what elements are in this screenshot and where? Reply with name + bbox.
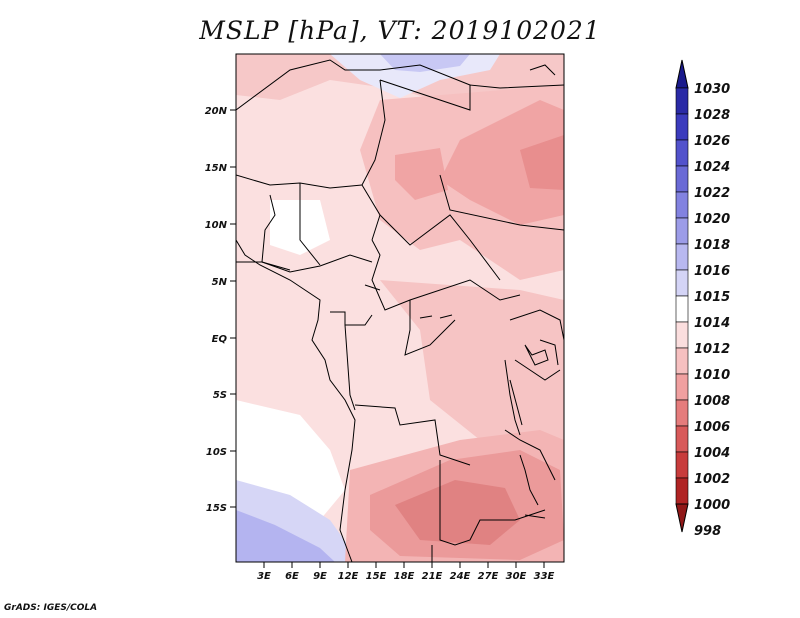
lon-label: 3E — [257, 571, 271, 582]
colorbar-segment — [675, 243, 689, 271]
lat-axis: 20N 15N 10N 5N EQ 5S 10S 15S — [205, 106, 236, 514]
colorbar-segment — [675, 191, 689, 219]
lat-label: EQ — [212, 334, 228, 345]
colorbar-segment — [675, 373, 689, 401]
colorbar-label: 1002 — [694, 472, 730, 487]
lat-label: 5N — [212, 277, 228, 288]
colorbar-label: 1028 — [694, 108, 730, 123]
colorbar-segment — [675, 425, 689, 453]
colorbar-segment — [675, 477, 689, 505]
field-sudan-low — [440, 100, 564, 225]
colorbar-label: 998 — [694, 524, 721, 539]
colorbar-segment — [675, 217, 689, 245]
lat-label: 15N — [205, 163, 228, 174]
colorbar: 1030 1028 1026 1024 1022 1020 1018 1016 1015 1014… — [675, 59, 730, 539]
colorbar-label: 1014 — [694, 316, 730, 331]
colorbar-label: 1016 — [694, 264, 730, 279]
colorbar-label: 1012 — [694, 342, 730, 357]
colorbar-segment — [675, 295, 689, 323]
map-title: MSLP [hPa], VT: 2019102021 — [199, 16, 601, 45]
colorbar-segment — [675, 59, 689, 89]
colorbar-label: 1004 — [694, 446, 730, 461]
colorbar-segment — [675, 503, 689, 533]
field-chad-low — [395, 148, 448, 200]
field-ocean-blue — [236, 510, 335, 562]
lon-label: 24E — [450, 571, 471, 582]
colorbar-label: 1006 — [694, 420, 730, 435]
country-borders — [236, 59, 564, 562]
lon-label: 9E — [313, 571, 327, 582]
lon-label: 12E — [338, 571, 359, 582]
colorbar-label: 1030 — [694, 82, 730, 97]
colorbar-segment — [675, 399, 689, 427]
coastline — [236, 64, 556, 562]
lat-label: 15S — [206, 503, 227, 514]
colorbar-segment — [675, 321, 689, 349]
lon-label: 6E — [285, 571, 299, 582]
colorbar-label: 1018 — [694, 238, 730, 253]
colorbar-segment — [675, 347, 689, 375]
lat-label: 10S — [206, 447, 227, 458]
plot-frame — [235, 53, 565, 563]
lat-label: 10N — [205, 220, 228, 231]
lon-label: 33E — [534, 571, 555, 582]
colorbar-segment — [675, 451, 689, 479]
colorbar-label: 1026 — [694, 134, 730, 149]
lon-label: 15E — [366, 571, 387, 582]
colorbar-segment — [675, 87, 689, 115]
field-south-core — [395, 480, 520, 545]
colorbar-segment — [675, 139, 689, 167]
lat-label: 5S — [213, 390, 227, 401]
map-plot-area — [235, 53, 565, 563]
colorbar-label: 1020 — [694, 212, 730, 227]
lon-label: 21E — [422, 571, 443, 582]
lat-label: 20N — [205, 106, 228, 117]
colorbar-segment — [675, 269, 689, 297]
lon-label: 30E — [506, 571, 527, 582]
colorbar-label: 1024 — [694, 160, 730, 175]
field-sudan-core — [520, 135, 564, 190]
lon-label: 27E — [478, 571, 499, 582]
colorbar-segment — [675, 165, 689, 193]
field-central-pink — [380, 280, 564, 460]
lon-label: 18E — [394, 571, 415, 582]
lon-axis: 3E 6E 9E 12E 15E 18E 21E 24E 27E 30E 33E — [257, 562, 555, 582]
lakes — [419, 314, 549, 519]
colorbar-label: 1008 — [694, 394, 730, 409]
colorbar-label: 1010 — [694, 368, 730, 383]
colorbar-segment — [675, 113, 689, 141]
colorbar-label: 1000 — [694, 498, 730, 513]
grads-credit: GrADS: IGES/COLA — [4, 603, 98, 613]
colorbar-label: 1015 — [694, 290, 730, 305]
colorbar-label: 1022 — [694, 186, 730, 201]
